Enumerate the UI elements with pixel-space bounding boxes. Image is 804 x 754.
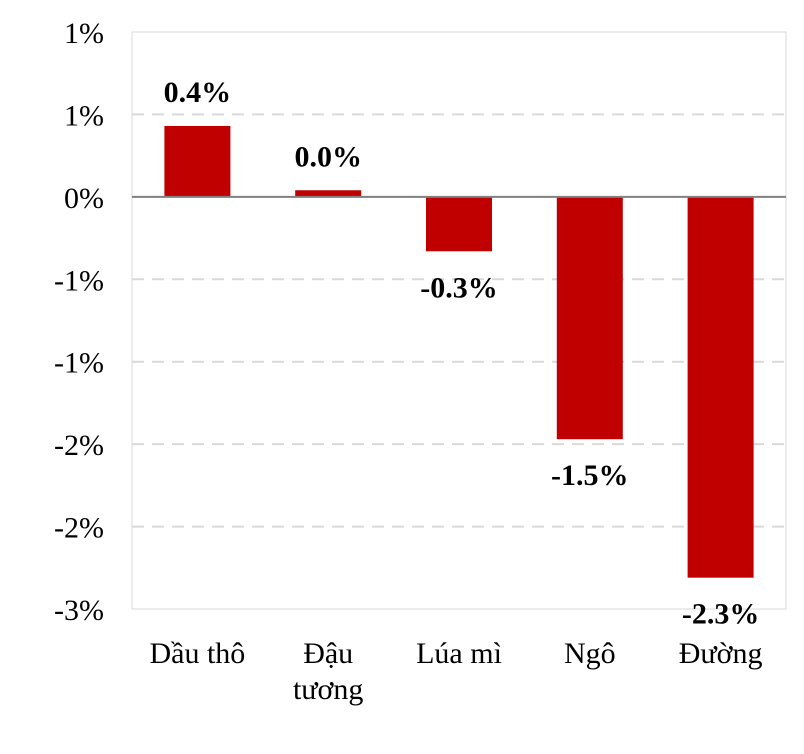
bar [687, 196, 754, 578]
y-tick-label: -3% [54, 594, 104, 627]
data-label: -0.3% [420, 271, 498, 304]
y-tick-label: -1% [54, 347, 104, 380]
category-labels: Dầu thô Đậu tương Lúa mì Ngô Đường [149, 637, 762, 706]
axes [131, 31, 787, 610]
category-label-line: Dầu thô [149, 637, 245, 670]
category-label-line: tương [293, 673, 363, 706]
y-tick-label: 1% [64, 17, 104, 50]
bar [556, 196, 623, 440]
category-label: Ngô [564, 637, 616, 670]
y-tick-label: 0% [64, 182, 104, 215]
data-label: -1.5% [551, 459, 629, 492]
category-label-line: Lúa mì [416, 637, 502, 670]
plot-frame [131, 31, 787, 610]
data-label: 0.0% [294, 140, 362, 173]
data-label: -2.3% [682, 598, 760, 631]
bars [164, 125, 754, 578]
y-tick-label: -1% [54, 264, 104, 297]
category-label: Đường [679, 637, 763, 670]
y-tick-label: -2% [54, 512, 104, 545]
y-tick-label: -2% [54, 429, 104, 462]
y-tick-label: 1% [64, 99, 104, 132]
bar [164, 125, 231, 197]
gridlines [132, 113, 786, 528]
category-label-line: Đậu [303, 637, 353, 670]
category-label: Lúa mì [416, 637, 502, 670]
bar [295, 190, 362, 197]
category-label: Dầu thô [149, 637, 245, 670]
bar [426, 196, 492, 252]
category-label-line: Đường [679, 637, 763, 670]
data-labels: 0.4% 0.0% -0.3% -1.5% -2.3% [164, 76, 760, 631]
data-label: 0.4% [164, 76, 232, 109]
category-label: Đậu tương [293, 637, 363, 706]
y-tick-labels: 1% 1% 0% -1% -1% -2% -2% -3% [54, 17, 104, 627]
category-label-line: Ngô [564, 637, 616, 670]
